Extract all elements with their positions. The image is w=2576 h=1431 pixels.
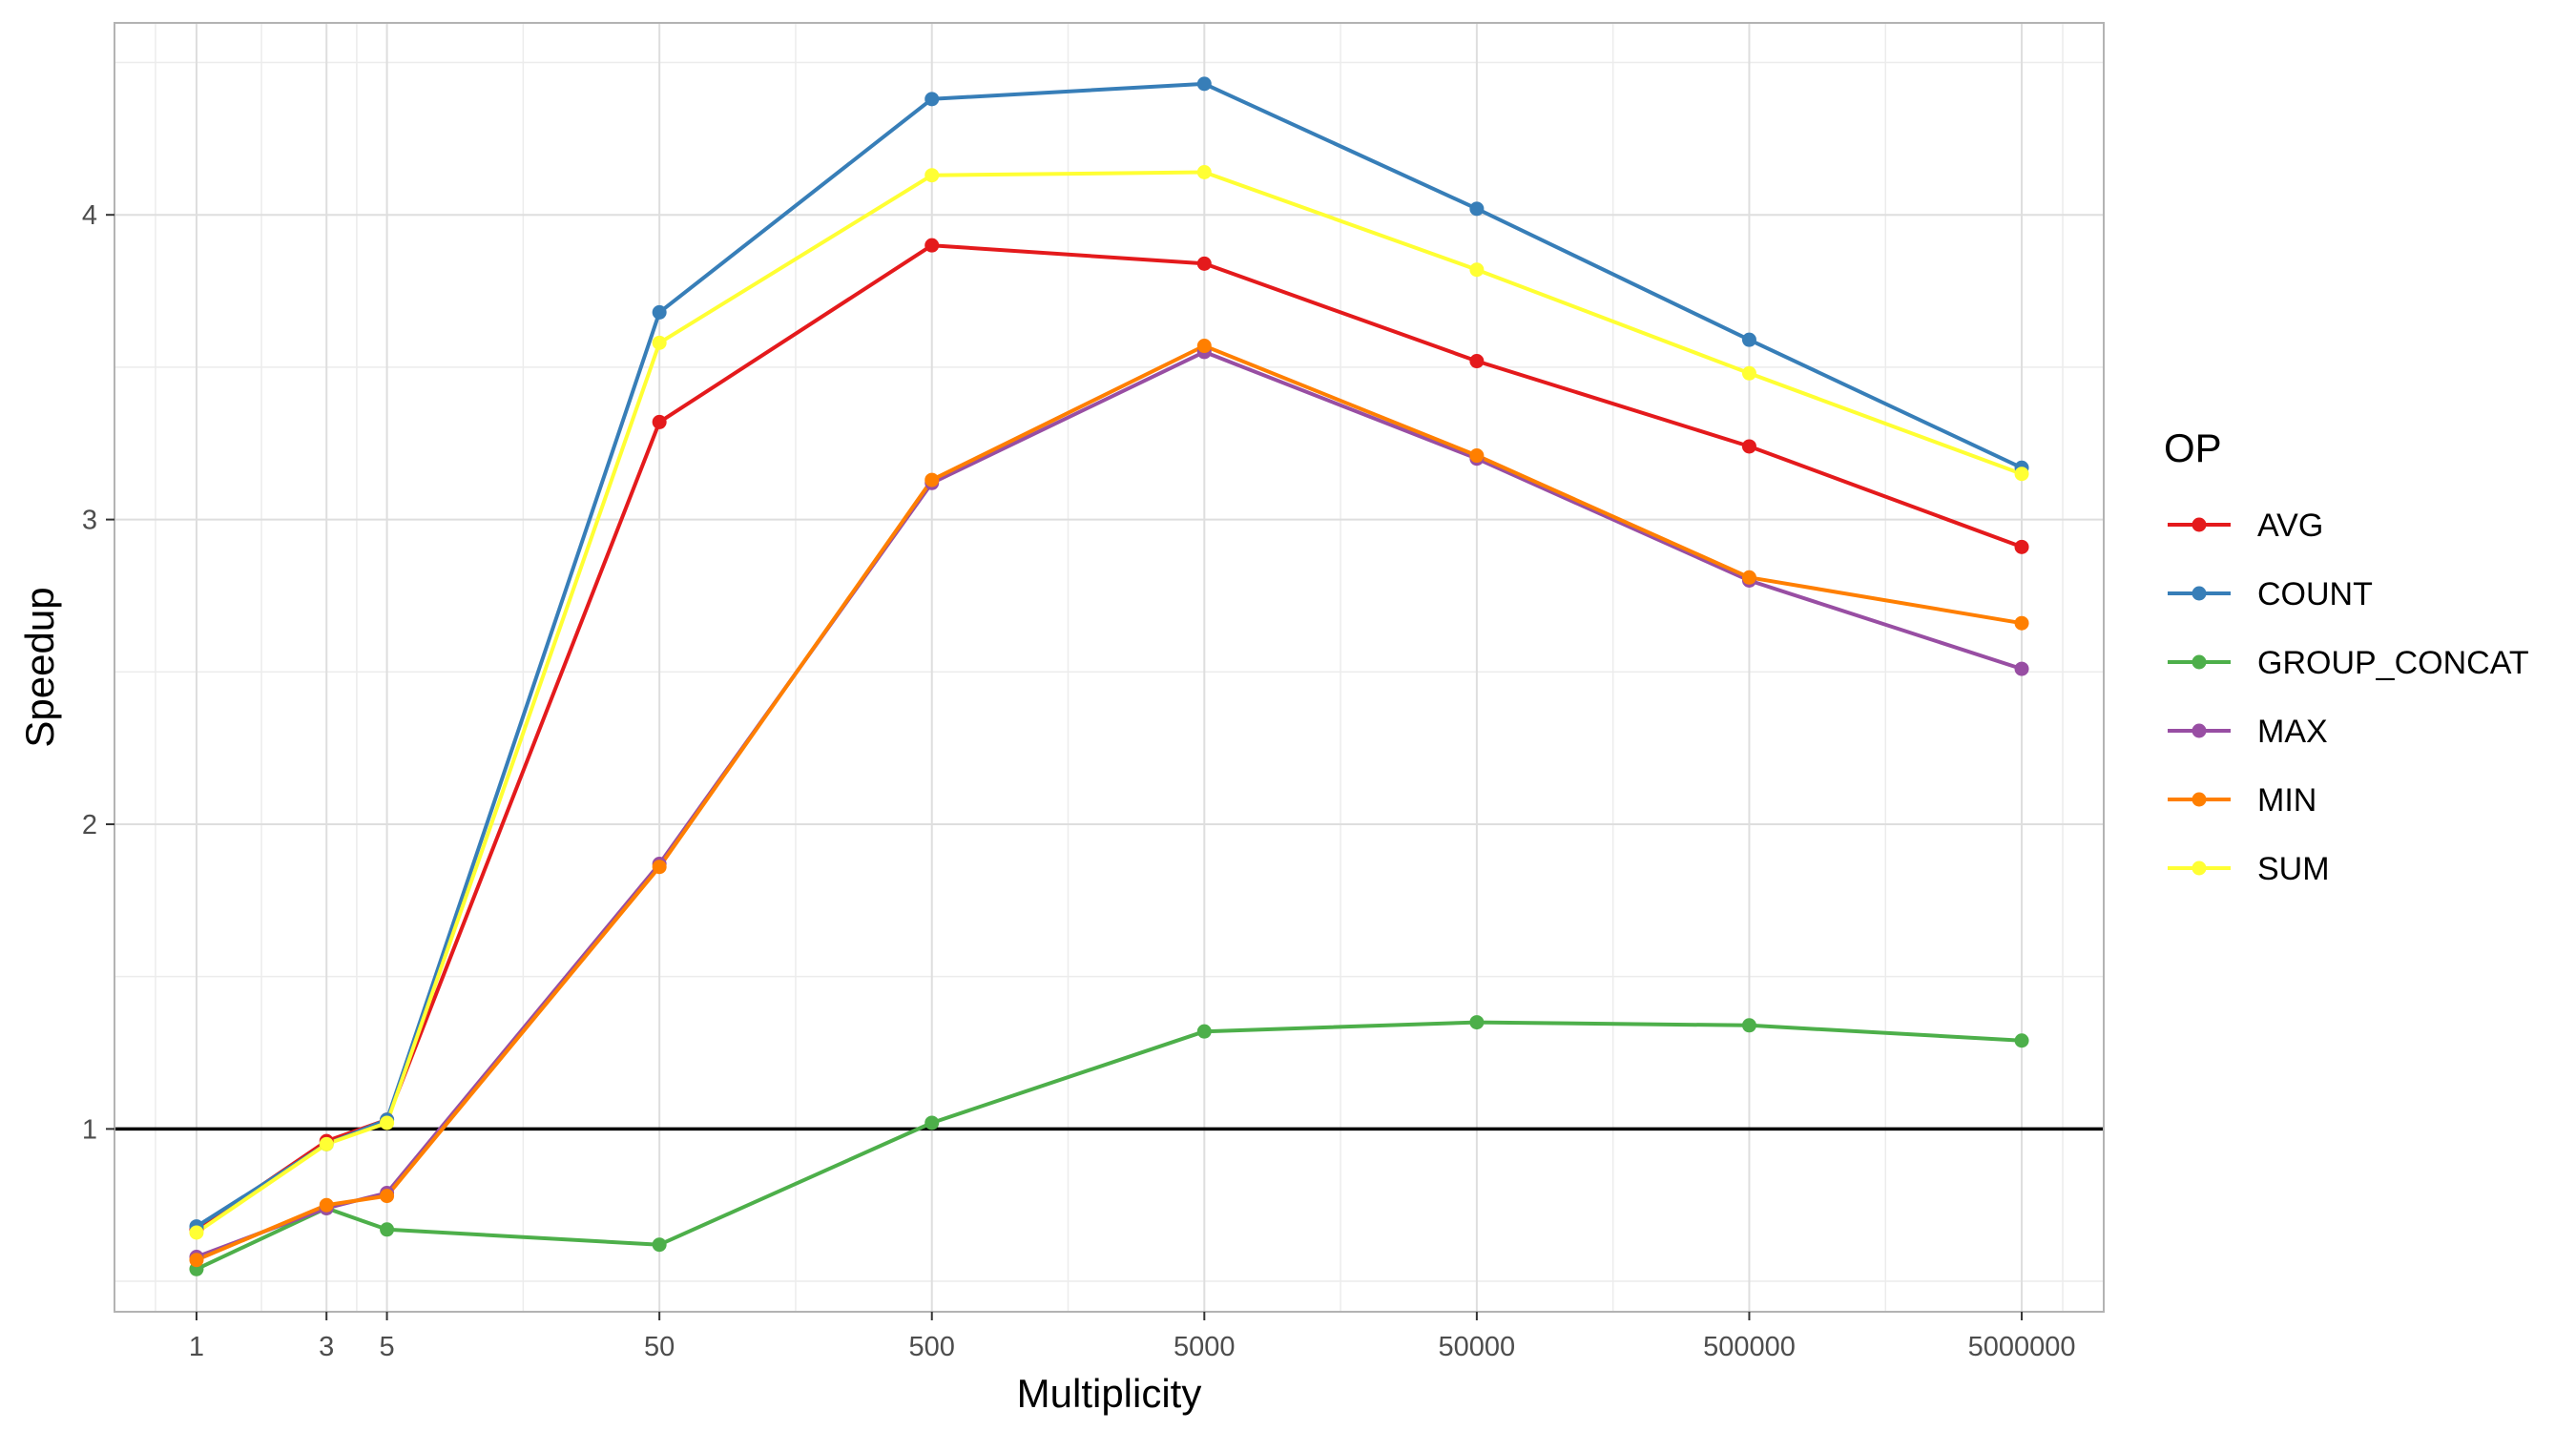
minor-gridlines <box>114 23 2104 1312</box>
x-tick-label: 5000000 <box>1968 1332 2076 1362</box>
data-point-min <box>1196 339 1212 354</box>
legend-key-point-max <box>2192 723 2207 738</box>
data-point-sum <box>1741 365 1756 381</box>
data-point-avg <box>1196 256 1212 271</box>
data-point-avg <box>924 238 940 253</box>
data-point-sum <box>924 168 940 183</box>
x-tick-label: 500 <box>909 1332 955 1362</box>
legend-title: OP <box>2164 425 2222 470</box>
x-tick-label: 50000 <box>1439 1332 1516 1362</box>
data-point-avg <box>2014 539 2029 554</box>
data-point-group-concat <box>1196 1024 1212 1039</box>
legend-label-group-concat: GROUP_CONCAT <box>2257 645 2529 681</box>
x-tick-label: 5 <box>380 1332 395 1362</box>
data-point-avg <box>1741 439 1756 454</box>
data-point-min <box>1469 448 1485 464</box>
data-point-sum <box>319 1136 334 1151</box>
data-point-sum <box>1196 164 1212 179</box>
data-point-count <box>924 92 940 107</box>
data-point-min <box>2014 615 2029 631</box>
y-axis-ticks: 1 2 3 4 <box>82 200 114 1145</box>
data-point-min <box>924 472 940 487</box>
legend-label-avg: AVG <box>2257 508 2323 544</box>
data-point-group-concat <box>652 1237 667 1253</box>
data-point-avg <box>1469 354 1485 369</box>
legend-key-point-sum <box>2192 861 2207 876</box>
series-points <box>189 76 2029 1276</box>
data-point-max <box>2014 661 2029 676</box>
data-point-min <box>189 1253 204 1268</box>
legend-label-sum: SUM <box>2257 851 2330 887</box>
data-point-sum <box>2014 467 2029 482</box>
x-tick-label: 3 <box>319 1332 334 1362</box>
y-tick-label: 3 <box>82 506 97 536</box>
x-axis-title: Multiplicity <box>1017 1371 1202 1416</box>
data-point-sum <box>1469 262 1485 278</box>
plot-panel-border <box>114 22 2105 1313</box>
data-point-min <box>652 860 667 875</box>
legend-label-count: COUNT <box>2257 576 2373 612</box>
data-point-group-concat <box>1469 1015 1485 1030</box>
y-axis-title: Speedup <box>17 587 62 747</box>
legend-key-point-min <box>2192 792 2207 807</box>
legend-items: AVG COUNT GROUP_CONCAT MAX MIN SUM <box>2168 508 2529 887</box>
data-point-group-concat <box>2014 1033 2029 1048</box>
data-point-min <box>319 1197 334 1213</box>
y-tick-label: 2 <box>82 810 97 840</box>
legend-key-point-group-concat <box>2192 654 2207 670</box>
x-tick-label: 50 <box>644 1332 675 1362</box>
data-point-sum <box>189 1225 204 1240</box>
x-tick-label: 5000 <box>1174 1332 1236 1362</box>
y-tick-label: 1 <box>82 1114 97 1145</box>
data-point-count <box>1741 332 1756 347</box>
data-point-min <box>1741 570 1756 585</box>
x-axis-ticks: 1 3 5 50 500 5000 50000 500000 5000000 <box>189 1312 2076 1362</box>
data-point-group-concat <box>1741 1018 1756 1033</box>
data-point-sum <box>380 1115 395 1130</box>
legend-label-min: MIN <box>2257 782 2316 819</box>
legend-key-point-avg <box>2192 517 2207 532</box>
data-point-group-concat <box>924 1115 940 1130</box>
legend: OP AVG COUNT GROUP_CONCAT MAX MIN SUM <box>2164 425 2529 887</box>
data-point-avg <box>652 414 667 429</box>
data-point-group-concat <box>380 1222 395 1237</box>
data-point-count <box>1196 76 1212 92</box>
data-point-min <box>380 1189 395 1204</box>
data-point-count <box>652 304 667 320</box>
x-tick-label: 500000 <box>1703 1332 1796 1362</box>
data-point-count <box>1469 201 1485 217</box>
legend-label-max: MAX <box>2257 714 2328 750</box>
x-tick-label: 1 <box>189 1332 204 1362</box>
data-point-sum <box>652 335 667 350</box>
y-tick-label: 4 <box>82 200 97 231</box>
legend-key-point-count <box>2192 586 2207 601</box>
